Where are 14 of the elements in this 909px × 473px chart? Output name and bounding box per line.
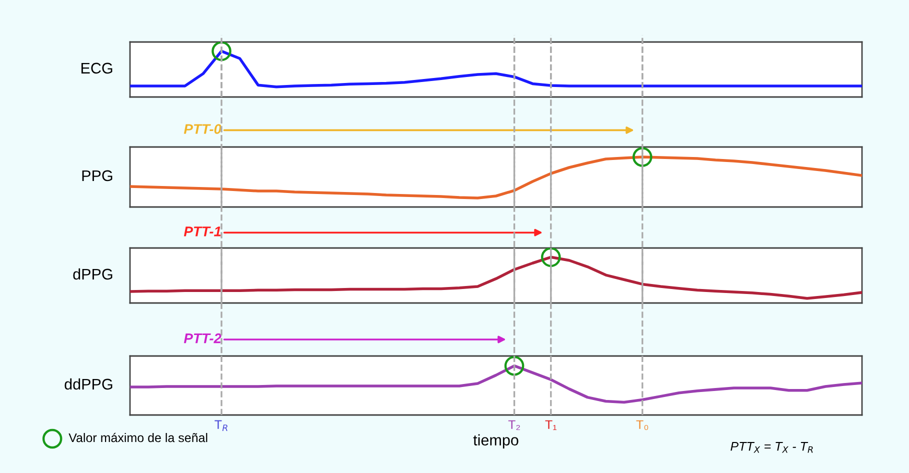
y-axis-title: dPPG — [73, 268, 112, 280]
x-axis-title: tiempo — [473, 434, 518, 449]
x-tick-label: T₁ — [545, 420, 557, 430]
text: PTT-1 — [184, 226, 221, 236]
x-tick-label: T₂ — [508, 420, 520, 430]
text: PTT-2 — [184, 333, 222, 344]
x-tick-label: T$_{R}$ — [214, 420, 228, 431]
x-tick-label: T₀ — [636, 420, 648, 430]
y-axis-title: ddPPG — [64, 378, 112, 390]
y-axis-title: ECG — [81, 62, 112, 74]
text: PTT-0 — [184, 124, 222, 134]
text: PTT$_{X}$ = T$_{X}$ - T$_{R}$ — [730, 442, 813, 453]
legend-label: Valor máximo de la señal — [68, 432, 208, 442]
y-axis-title: PPG — [82, 170, 112, 182]
